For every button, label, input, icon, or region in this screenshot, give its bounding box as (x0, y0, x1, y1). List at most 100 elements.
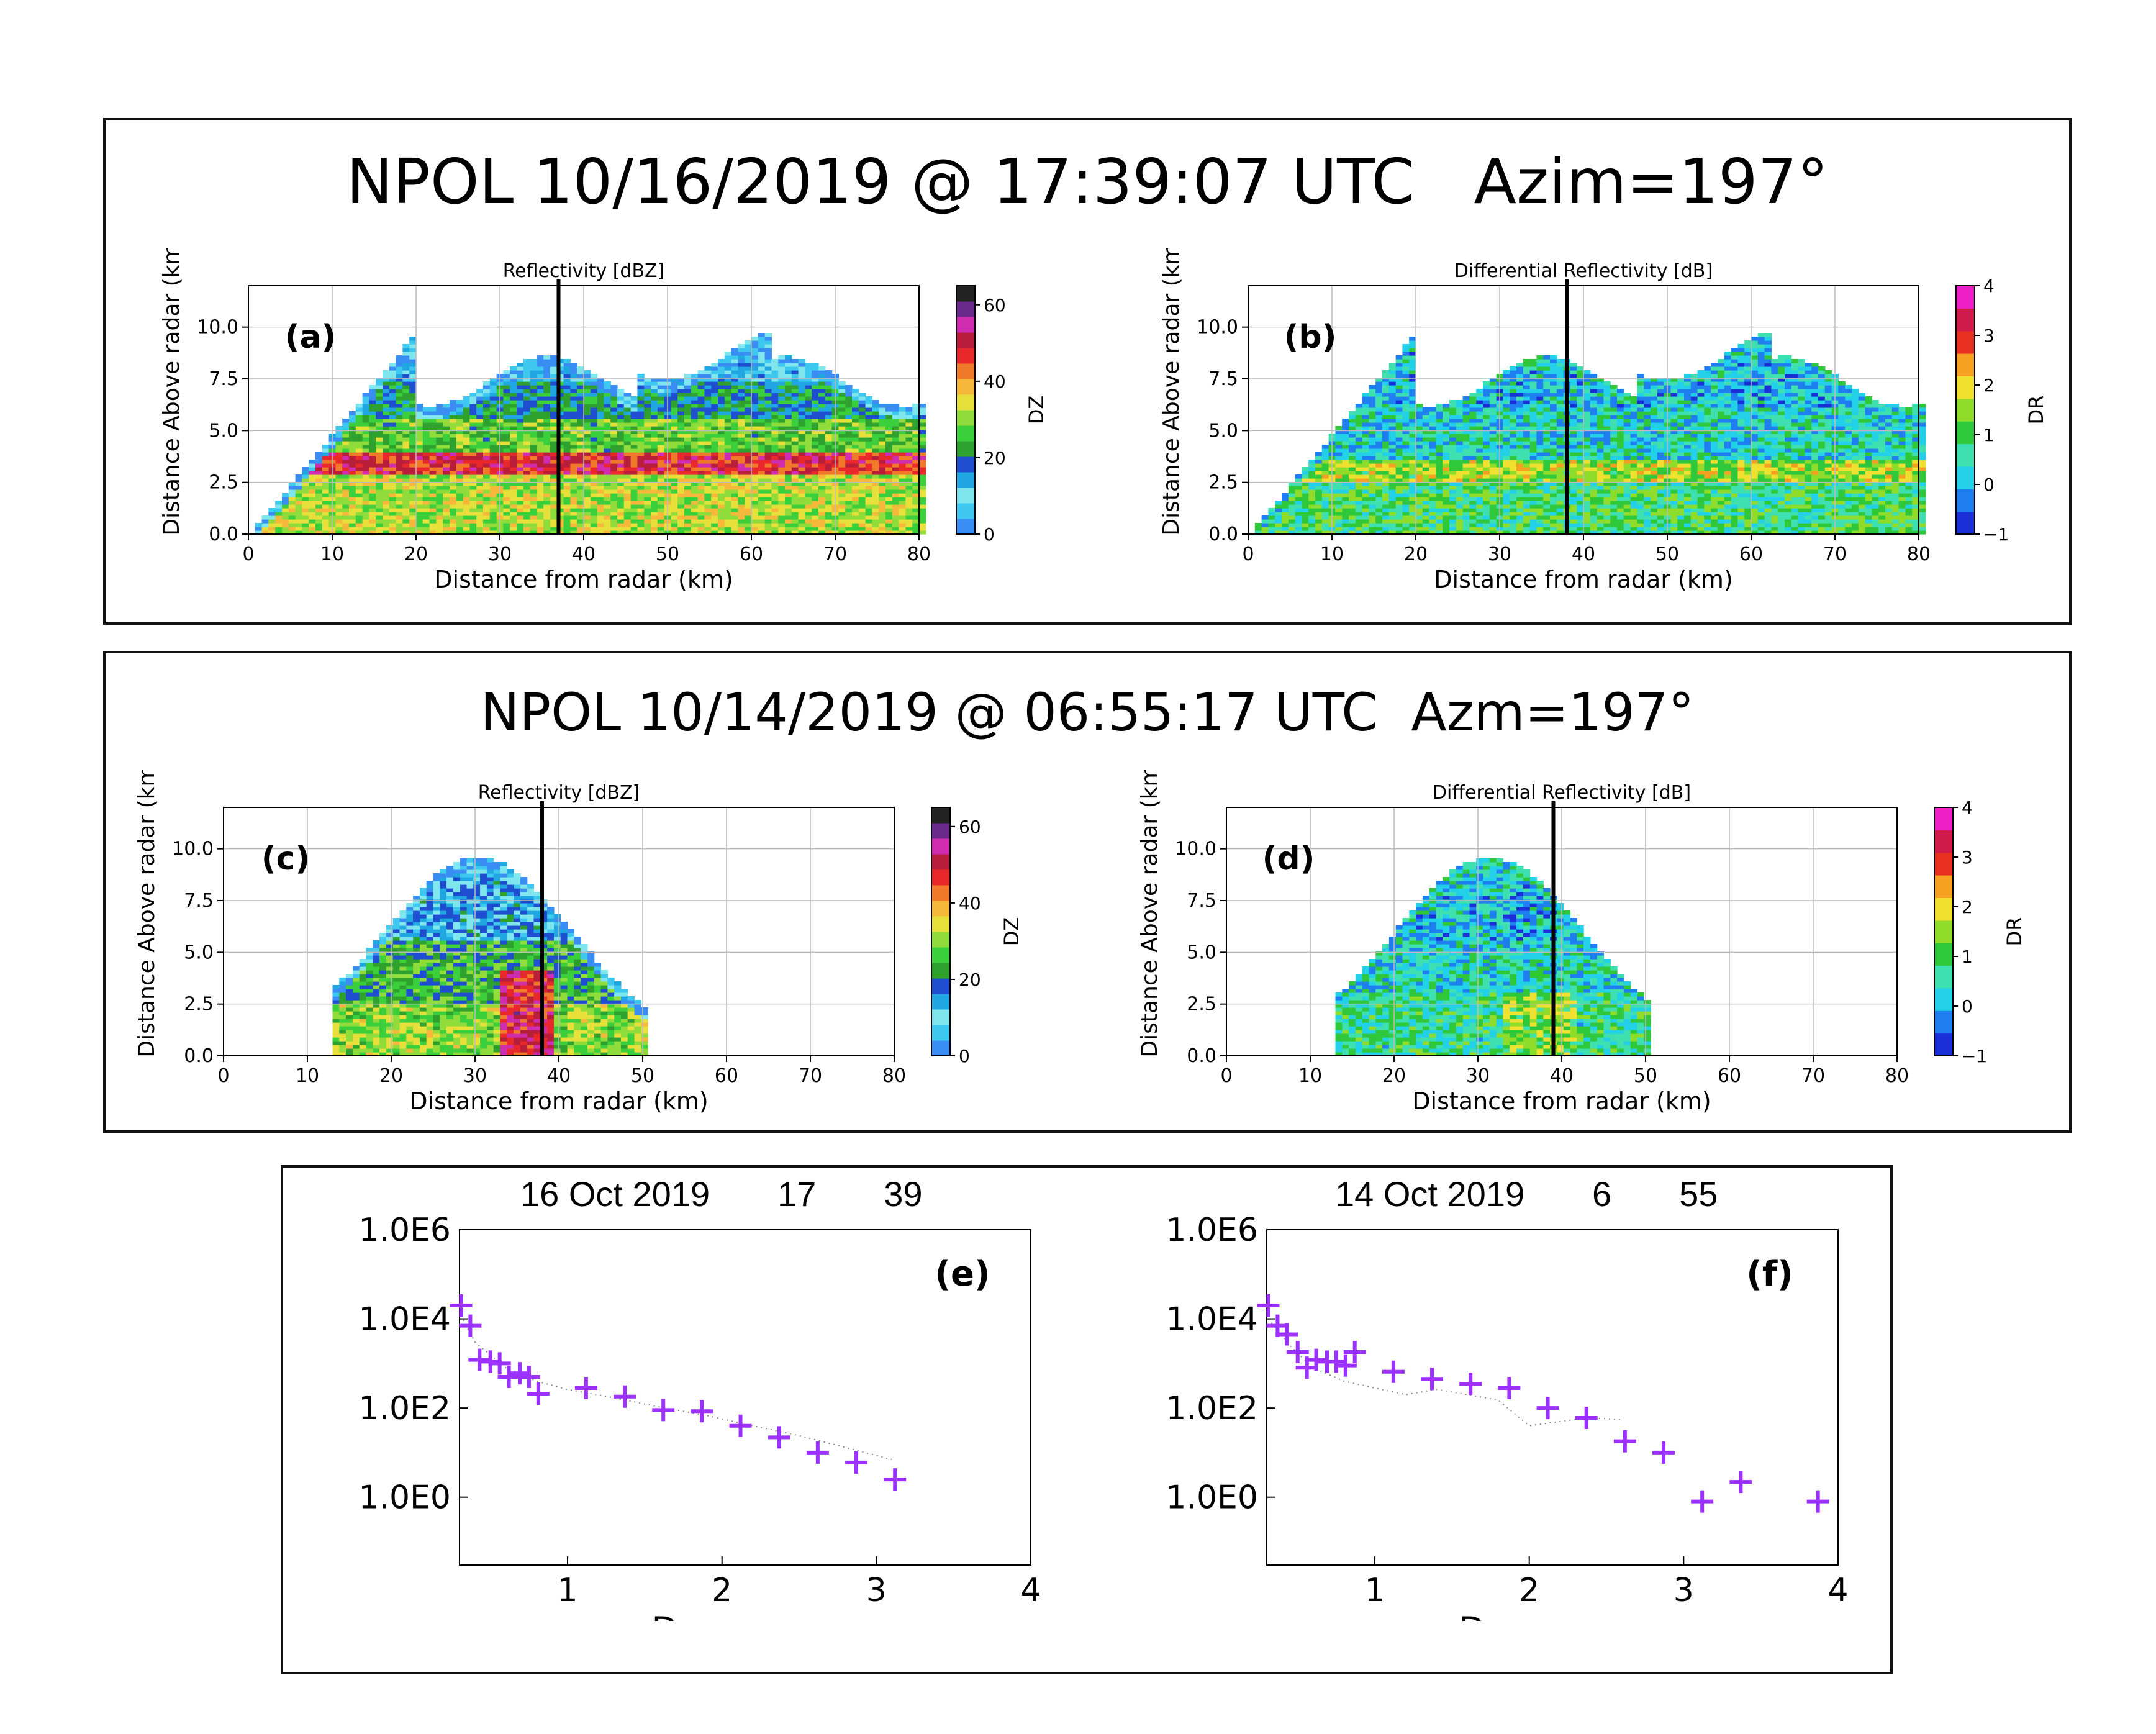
echo-cell (570, 381, 578, 386)
echo-cell (517, 419, 524, 423)
echo-cell (302, 523, 309, 527)
echo-cell (483, 478, 491, 483)
echo-cell (543, 467, 551, 471)
echo-cell (812, 430, 819, 434)
echo-cell (517, 381, 524, 386)
echo-cell (704, 523, 712, 527)
echo-cell (1476, 515, 1483, 520)
echo-cell (376, 441, 383, 445)
echo-cell (523, 445, 531, 449)
echo-cell (1375, 389, 1383, 393)
echo-cell (443, 486, 450, 490)
echo-cell (295, 527, 302, 531)
echo-cell (758, 441, 766, 445)
echo-cell (383, 441, 390, 445)
echo-cell (905, 407, 913, 412)
echo-cell (1254, 523, 1262, 527)
echo-cell (818, 508, 826, 512)
echo-cell (905, 422, 913, 427)
echo-cell (402, 437, 410, 442)
echo-cell (785, 471, 792, 475)
echo-cell (1409, 467, 1416, 471)
echo-cell (912, 426, 920, 430)
echo-cell (309, 501, 316, 505)
echo-cell (517, 519, 524, 524)
echo-cell (335, 426, 343, 430)
echo-cell (704, 445, 712, 449)
echo-cell (1308, 530, 1316, 535)
echo-cell (630, 456, 638, 460)
echo-cell (550, 411, 558, 415)
colorbar-segment (956, 332, 975, 348)
echo-cell (644, 519, 651, 524)
echo-cell (637, 434, 645, 438)
echo-cell (798, 478, 805, 483)
echo-cell (845, 411, 853, 415)
echo-cell (1302, 486, 1309, 490)
echo-cell (1282, 493, 1289, 497)
echo-cell (845, 474, 853, 479)
x-axis-label: Distance from radar (km) (434, 566, 733, 593)
echo-cell (530, 404, 537, 408)
echo-cell (1462, 482, 1470, 486)
echo-cell (355, 527, 363, 531)
echo-cell (597, 441, 604, 445)
echo-cell (483, 501, 491, 505)
echo-cell (791, 482, 799, 486)
echo-cell (899, 445, 906, 449)
echo-cell (905, 478, 913, 483)
echo-cell (1462, 467, 1470, 471)
echo-cell (1349, 474, 1356, 479)
echo-cell (1443, 407, 1450, 412)
echo-cell (711, 515, 718, 520)
echo-cell (651, 396, 658, 401)
echo-cell (530, 370, 537, 374)
echo-field (255, 333, 926, 535)
echo-cell (657, 396, 665, 401)
echo-cell (764, 370, 772, 374)
echo-cell (422, 448, 430, 453)
echo-cell (738, 348, 745, 352)
echo-cell (409, 515, 417, 520)
echo-cell (396, 430, 403, 434)
echo-cell (1388, 374, 1397, 378)
echo-cell (389, 396, 397, 401)
echo-cell (1449, 515, 1457, 520)
echo-cell (919, 422, 926, 427)
echo-cell (483, 486, 491, 490)
echo-cell (537, 448, 544, 453)
echo-cell (724, 441, 732, 445)
echo-cell (436, 508, 443, 512)
echo-cell (805, 381, 812, 386)
echo-cell (1443, 497, 1450, 501)
echo-cell (731, 501, 738, 505)
echo-cell (677, 512, 685, 516)
echo-cell (697, 456, 705, 460)
echo-cell (443, 460, 450, 464)
echo-cell (838, 512, 846, 516)
echo-cell (1429, 497, 1436, 501)
echo-cell (1436, 527, 1443, 531)
echo-cell (476, 508, 484, 512)
echo-cell (570, 445, 578, 449)
echo-cell (523, 366, 531, 371)
echo-cell (597, 426, 604, 430)
echo-cell (342, 419, 350, 423)
echo-cell (771, 467, 779, 471)
echo-cell (563, 508, 571, 512)
echo-cell (349, 411, 356, 415)
echo-cell (1395, 419, 1403, 423)
echo-cell (644, 501, 651, 505)
echo-cell (919, 437, 926, 442)
echo-cell (409, 419, 417, 423)
echo-cell (510, 389, 517, 393)
echo-cell (577, 404, 584, 408)
echo-cell (369, 452, 376, 456)
echo-cell (563, 393, 571, 397)
echo-cell (1288, 482, 1296, 486)
echo-cell (443, 519, 450, 524)
echo-cell (623, 501, 632, 505)
echo-cell (530, 359, 537, 363)
echo-cell (745, 404, 752, 408)
echo-cell (1456, 437, 1464, 442)
